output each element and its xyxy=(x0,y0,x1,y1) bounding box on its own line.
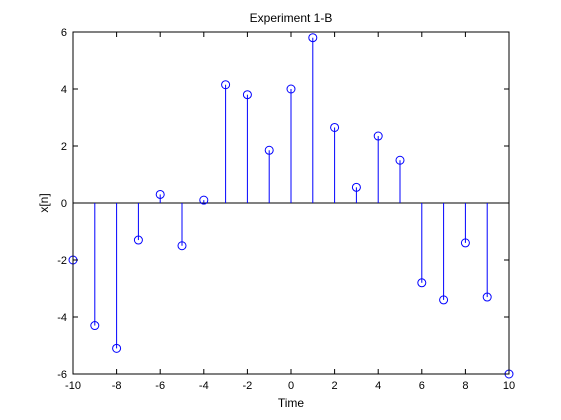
stem-marker xyxy=(264,145,274,155)
y-axis-label: x[n] xyxy=(37,193,51,212)
x-tick-label: 4 xyxy=(375,380,381,392)
stem-marker xyxy=(242,90,252,100)
stem-marker xyxy=(351,182,361,192)
x-ticks-group: -10 -8 -6 -4 -2 0 2 4 6 8 10 xyxy=(65,32,515,392)
stem-marker xyxy=(177,241,187,251)
stem-marker xyxy=(482,292,492,302)
x-tick-label: 10 xyxy=(503,380,515,392)
stem-marker xyxy=(286,84,296,94)
y-tick-label: 6 xyxy=(61,27,67,39)
y-tick-label: 2 xyxy=(61,141,67,153)
y-tick-label: 0 xyxy=(61,198,67,210)
stem-marker xyxy=(199,195,209,205)
x-tick-label: 8 xyxy=(462,380,468,392)
x-tick-label: 6 xyxy=(419,380,425,392)
stem-marker xyxy=(460,238,470,248)
stem-marker xyxy=(373,131,383,141)
stem-marker xyxy=(395,155,405,165)
x-tick-label: -8 xyxy=(112,380,122,392)
x-tick-label: -4 xyxy=(199,380,209,392)
x-tick-label: -10 xyxy=(65,380,81,392)
y-tick-label: -2 xyxy=(57,255,67,267)
stem-marker xyxy=(112,343,122,353)
stem-marker xyxy=(90,321,100,331)
x-tick-label: 2 xyxy=(332,380,338,392)
stem-marker xyxy=(330,122,340,132)
x-axis-label: Time xyxy=(278,396,305,410)
stem-marker xyxy=(133,235,143,245)
stem-marker xyxy=(308,33,318,43)
y-tick-label: -6 xyxy=(57,369,67,381)
stem-marker xyxy=(155,189,165,199)
stem-marker xyxy=(417,278,427,288)
x-tick-label: 0 xyxy=(288,380,294,392)
chart-title: Experiment 1-B xyxy=(250,11,333,25)
x-tick-label: -6 xyxy=(155,380,165,392)
stem-marker xyxy=(221,80,231,90)
stem-marker xyxy=(439,295,449,305)
stems-group xyxy=(72,37,510,374)
y-tick-label: 4 xyxy=(61,84,67,96)
x-tick-label: -2 xyxy=(243,380,253,392)
y-tick-label: -4 xyxy=(57,312,67,324)
y-ticks-group: -6 -4 -2 0 2 4 6 xyxy=(57,27,509,381)
